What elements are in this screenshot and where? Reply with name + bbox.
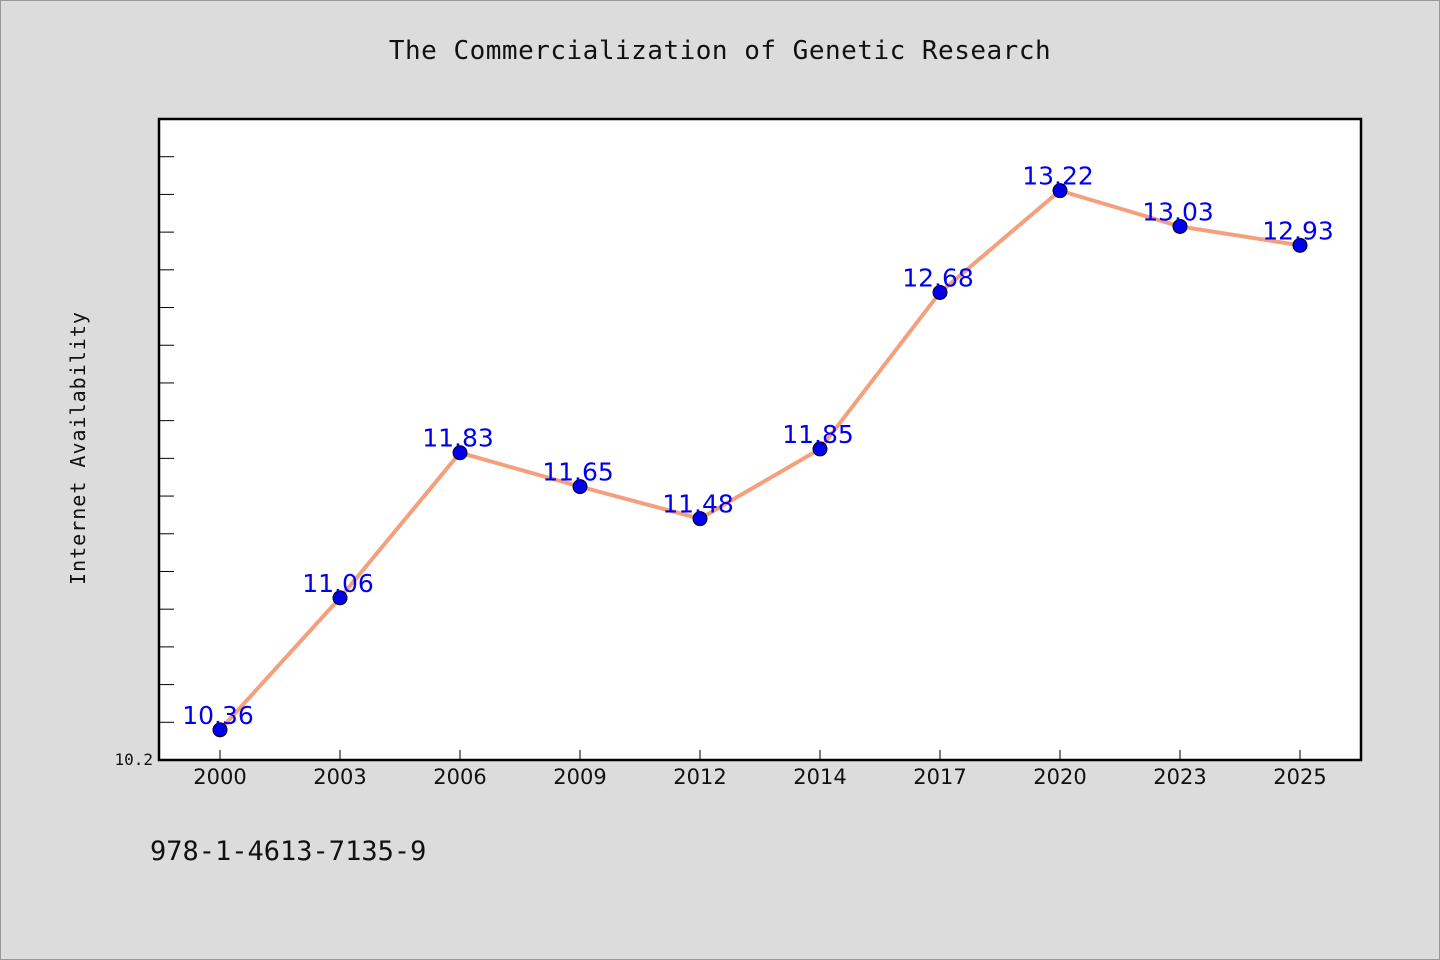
data-label: 11.65 (542, 458, 614, 487)
data-point (452, 445, 468, 461)
data-point (212, 722, 228, 738)
x-tick-label: 2009 (553, 765, 606, 789)
x-tick-labels: 2000 2003 2006 2009 2012 2014 2017 2020 2023 2025 (193, 765, 1326, 789)
data-label: 12.68 (902, 263, 974, 292)
data-label: 13.03 (1142, 197, 1214, 226)
x-tick-label: 2023 (1153, 765, 1206, 789)
y-tick-labels: 10.2 (114, 750, 153, 769)
data-point (692, 511, 708, 527)
x-tick-label: 2000 (193, 765, 246, 789)
x-tick-label: 2012 (673, 765, 726, 789)
data-point (1172, 218, 1188, 234)
x-tick-label: 2014 (793, 765, 846, 789)
data-point (1052, 183, 1068, 199)
data-label: 12.93 (1262, 216, 1334, 245)
data-label: 10.36 (182, 701, 254, 730)
plot-area (157, 117, 1363, 762)
x-axis-ticks (219, 750, 1301, 760)
x-tick-label: 2025 (1273, 765, 1326, 789)
y-minor-ticks (159, 118, 174, 761)
series-line (218, 188, 1301, 732)
data-label: 11.48 (662, 490, 734, 519)
data-label: 11.83 (422, 424, 494, 453)
data-label: 11.06 (302, 569, 374, 598)
chart-title: The Commercialization of Genetic Researc… (388, 36, 1052, 66)
data-labels: 10.36 11.06 11.83 11.65 11.48 11.85 12.68 13.22… (182, 162, 1334, 730)
x-tick-label: 2006 (433, 765, 486, 789)
data-point (1292, 237, 1308, 253)
data-point (572, 479, 588, 495)
data-point (812, 441, 828, 457)
x-tick-label: 2020 (1033, 765, 1086, 789)
x-tick-label: 2017 (913, 765, 966, 789)
data-label: 11.85 (782, 420, 854, 449)
data-point (932, 284, 948, 300)
x-tick-label: 2003 (313, 765, 366, 789)
y-tick-label: 10.2 (114, 750, 153, 769)
footer-isbn: 978-1-4613-7135-9 (150, 836, 427, 867)
data-label: 13.22 (1022, 162, 1094, 191)
data-point (332, 590, 348, 606)
data-points (212, 183, 1308, 738)
